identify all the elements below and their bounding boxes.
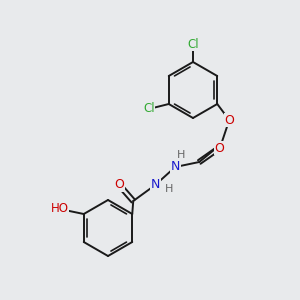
Text: Cl: Cl — [143, 103, 154, 116]
Text: O: O — [114, 178, 124, 191]
Text: O: O — [214, 142, 224, 154]
Text: N: N — [171, 160, 180, 173]
Text: N: N — [151, 178, 160, 191]
Text: O: O — [224, 113, 234, 127]
Text: H: H — [177, 150, 185, 160]
Text: Cl: Cl — [187, 38, 199, 50]
Text: H: H — [165, 184, 173, 194]
Text: HO: HO — [51, 202, 69, 215]
